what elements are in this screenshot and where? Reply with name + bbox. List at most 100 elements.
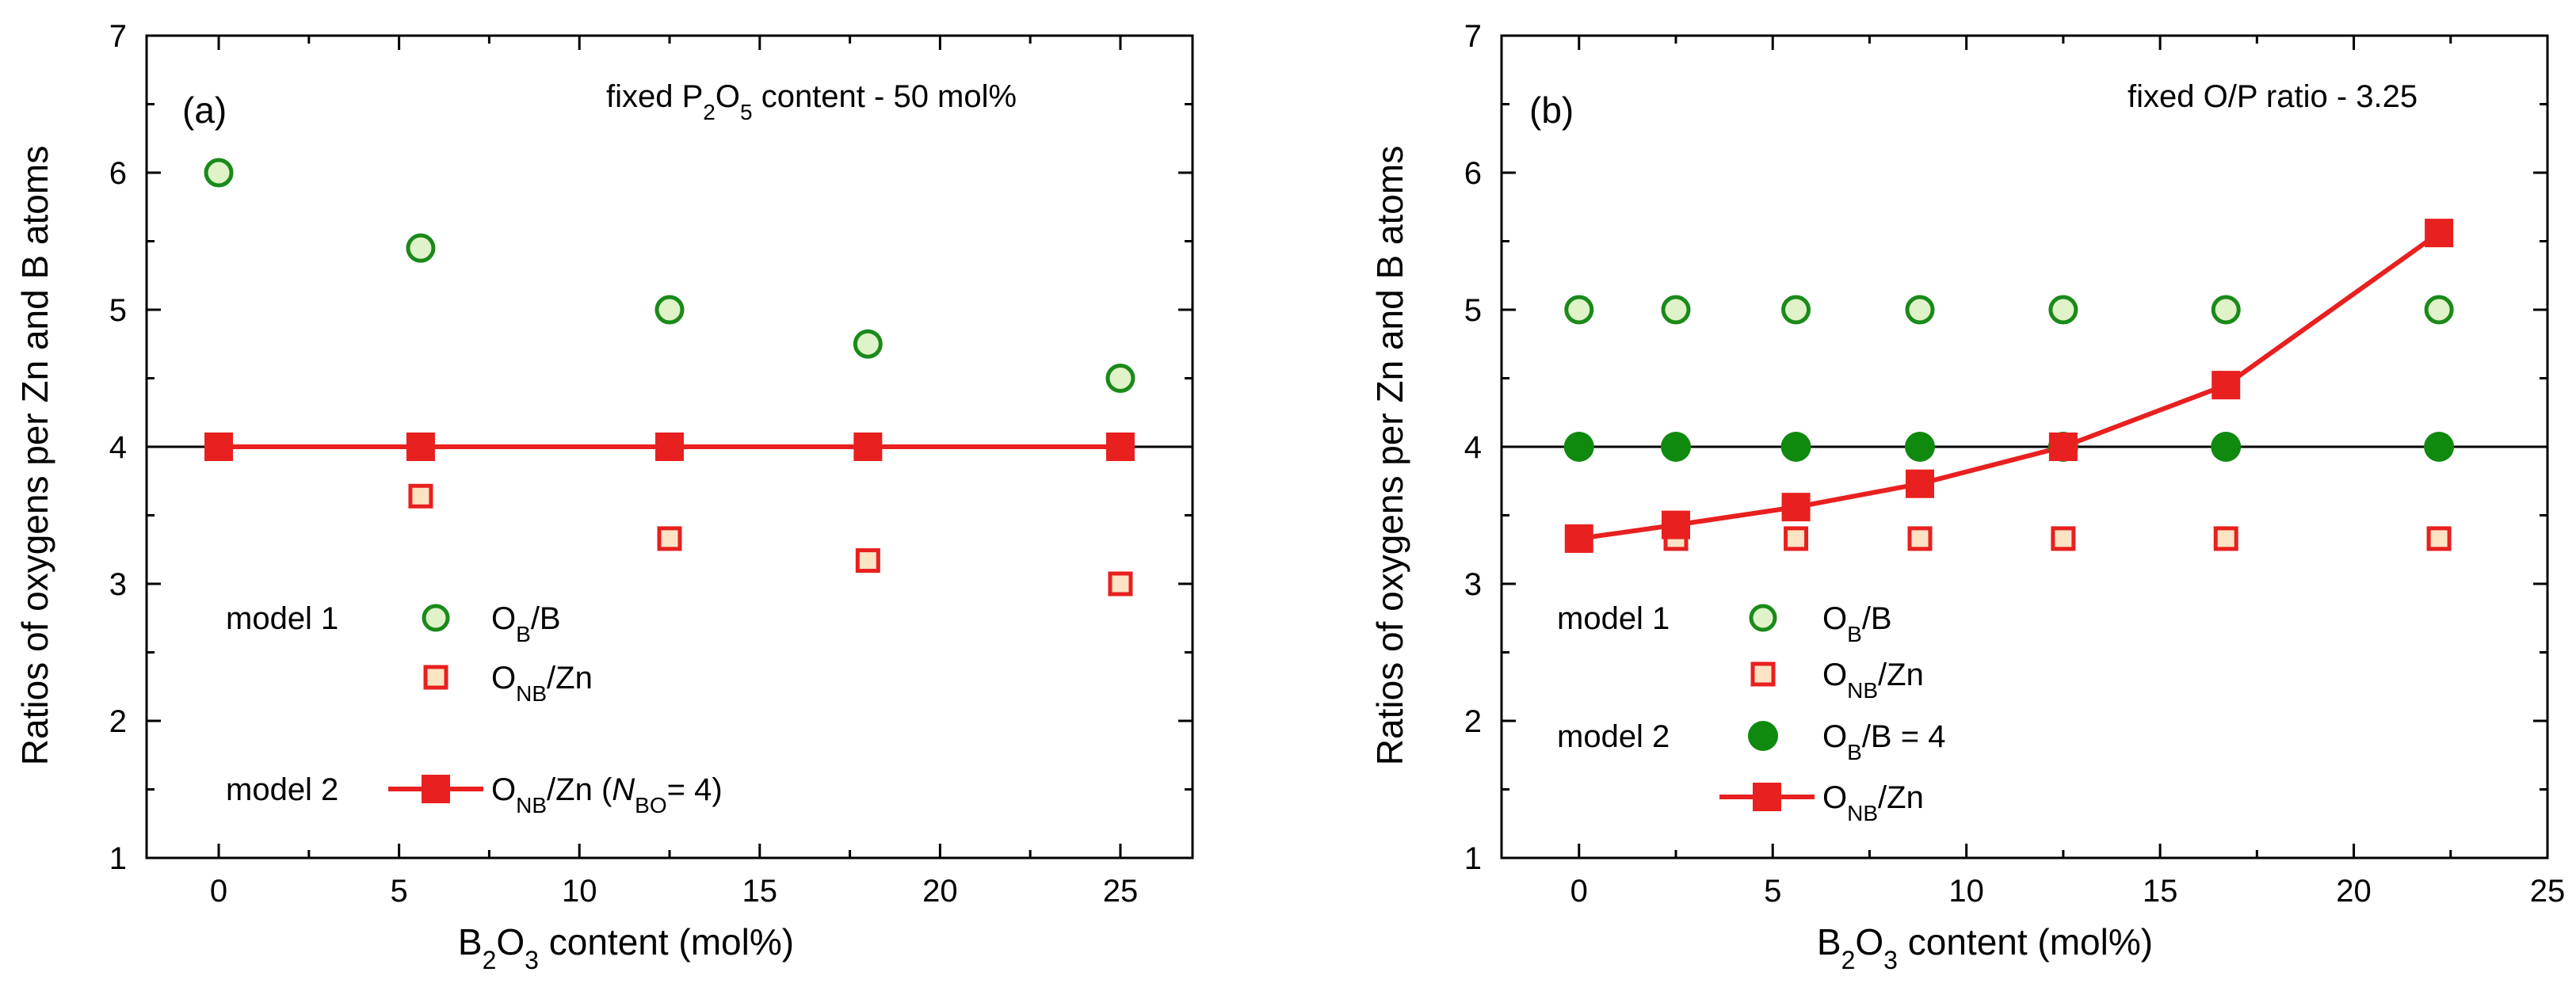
panel-b-series-1-point [1907, 526, 1933, 551]
panel-b-series-2-point [1780, 432, 1811, 462]
panel-b-x-tick-label: 10 [1948, 874, 1984, 909]
panel-b-legend: model 1 OB/B ONB/Zn model 2 OB/B = 4 ONB… [1557, 601, 1945, 825]
panel-b-label: (b) [1529, 90, 1574, 131]
panel-b-x-tick-label: 5 [1764, 874, 1781, 909]
panel-a-series-0-point [1105, 364, 1135, 393]
panel-b-series-3-point [2048, 433, 2078, 461]
panel-b-x-tick-label: 25 [2530, 874, 2566, 909]
panel-a-y-tick-label: 6 [109, 156, 127, 191]
panel-b-series-0-point [1905, 295, 1935, 325]
panel-b-series-0-point [1781, 295, 1811, 325]
panel-b-legend-model2: model 2 [1557, 719, 1670, 754]
panel-b-series [1563, 219, 2455, 553]
panel-a-y-tick-label: 7 [109, 19, 127, 54]
panel-a-legend-ob: OB/B [491, 601, 561, 646]
panel-a-series-2-point [655, 433, 684, 461]
panel-b-legend-marker-ob [1749, 604, 1777, 632]
panel-a-legend-marker-ob [422, 604, 450, 632]
panel-b-series-0-point [2211, 295, 2241, 325]
panel-a-ticks [147, 34, 1193, 860]
panel-a-series [204, 158, 1135, 597]
panel-a-x-tick-label: 15 [742, 874, 778, 909]
panel-a-label: (a) [182, 90, 227, 131]
panel-a-series-2-point [204, 433, 234, 461]
panel-b-series-2-point [1563, 432, 1594, 462]
panel-b-series-0-point [1564, 295, 1594, 325]
panel-b-legend-onb: ONB/Zn [1822, 657, 1924, 703]
panel-b-series-2-point [2424, 432, 2455, 462]
panel-a-legend: model 1 OB/B ONB/Zn model 2 ONB/Zn (NBO=… [226, 601, 723, 818]
panel-a: 0 5 10 15 20 25 1 2 3 4 5 6 7 (a) fixed P2O5 content… [14, 19, 1194, 974]
panel-a-y-tick-label: 5 [109, 293, 127, 328]
panel-a-series-0-point [654, 295, 685, 325]
panel-b-x-tick-label: 15 [2143, 874, 2178, 909]
panel-b-legend-ob: OB/B [1822, 601, 1892, 646]
panel-b-series-1-point [1784, 526, 1809, 551]
panel-b-y-tick-label: 5 [1464, 293, 1482, 328]
panel-b-legend-onb-model2: ONB/Zn [1822, 780, 1924, 825]
panel-b-series-3-point [1906, 469, 1934, 498]
panel-a-y-tick-label: 4 [109, 430, 127, 465]
panel-a-y-tick-label: 2 [109, 704, 127, 739]
panel-a-tick-labels: 0 5 10 15 20 25 1 2 3 4 5 6 7 [109, 19, 1138, 909]
panel-b-y-tick-label: 7 [1464, 19, 1482, 54]
panel-a-x-axis-label: B2O3 content (mol%) [458, 921, 794, 974]
panel-b-series-1-point [2426, 526, 2452, 551]
panel-a-series-1-point [408, 483, 433, 509]
panel-a-y-tick-label: 1 [109, 841, 127, 876]
panel-a-legend-model1: model 1 [226, 601, 338, 636]
panel-a-series-2-point [853, 433, 883, 461]
panel-a-x-tick-label: 0 [210, 874, 227, 909]
panel-a-legend-model2-entry: ONB/Zn (NBO= 4) [491, 772, 723, 818]
panel-b-series-0-point [2048, 295, 2078, 325]
panel-a-series-1-point [855, 548, 880, 574]
panel-b-x-tick-label: 20 [2336, 874, 2372, 909]
panel-a-legend-onb: ONB/Zn [491, 661, 593, 706]
panel-a-x-tick-label: 10 [562, 874, 597, 909]
panel-b-legend-marker-ob4 [1748, 721, 1778, 751]
panel-b-y-tick-label: 4 [1464, 430, 1482, 465]
panel-a-annotation: fixed P2O5 content - 50 mol% [606, 79, 1017, 124]
panel-b-y-tick-label: 1 [1464, 841, 1482, 876]
panel-a-series-0-point [204, 158, 234, 188]
panel-b-x-axis-label: B2O3 content (mol%) [1817, 921, 2153, 974]
panel-a-series-2-point [1105, 433, 1135, 461]
panel-b-tick-labels: 0 5 10 15 20 25 1 2 3 4 5 6 7 [1464, 19, 2566, 909]
panel-b-y-tick-label: 6 [1464, 156, 1482, 191]
panel-a-legend-model2: model 2 [226, 772, 338, 807]
panel-a-series-1-point [1108, 571, 1133, 597]
panel-b: 0 5 10 15 20 25 1 2 3 4 5 6 7 (b) fixed O/P ratio - … [1369, 19, 2565, 974]
panel-b-legend-ob4: OB/B = 4 [1822, 719, 1945, 764]
panel-a-x-tick-label: 25 [1103, 874, 1139, 909]
panel-a-series-0-point [406, 233, 436, 263]
panel-b-series-2-point [1661, 432, 1691, 462]
panel-a-x-tick-label: 20 [922, 874, 958, 909]
panel-b-legend-model1: model 1 [1557, 601, 1670, 636]
panel-b-annotation: fixed O/P ratio - 3.25 [2128, 79, 2418, 114]
panel-b-y-tick-label: 3 [1464, 567, 1482, 602]
panel-b-series-3-point [1662, 510, 1690, 539]
panel-b-legend-marker-model2 [1753, 783, 1781, 811]
panel-b-series-0-point [2424, 295, 2454, 325]
panel-b-series-3-point [1564, 524, 1593, 553]
panel-b-series-2-point [2211, 432, 2242, 462]
panel-a-y-axis-label: Ratios of oxygens per Zn and B atoms [14, 146, 55, 765]
panel-b-y-tick-label: 2 [1464, 704, 1482, 739]
panel-a-legend-marker-onb [423, 665, 448, 690]
panel-b-series-0-point [1661, 295, 1691, 325]
panel-b-series-1-point [2213, 526, 2238, 551]
panel-a-y-tick-label: 3 [109, 567, 127, 602]
panel-b-series-2-point [1905, 432, 1935, 462]
panel-b-x-tick-label: 0 [1570, 874, 1588, 909]
panel-a-series-2-point [406, 433, 435, 461]
panel-a-x-tick-label: 5 [390, 874, 407, 909]
panel-b-series-1-point [2051, 526, 2076, 551]
panel-a-legend-marker-model2 [422, 775, 450, 803]
panel-a-series-1-point [657, 526, 682, 551]
panel-a-series-0-point [853, 329, 883, 359]
panel-b-legend-marker-onb [1750, 661, 1776, 687]
panel-b-series-3-point [1781, 493, 1811, 522]
panel-b-series-3-point [2212, 371, 2241, 400]
